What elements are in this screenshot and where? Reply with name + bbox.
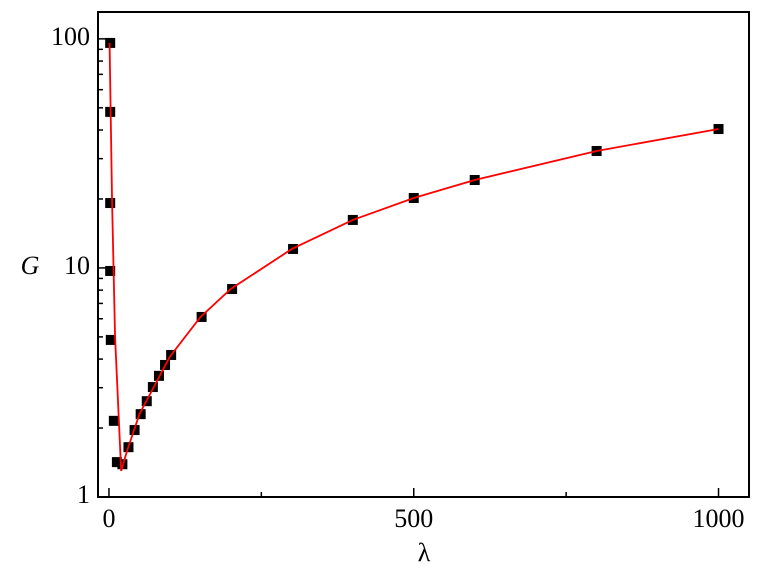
data-point	[108, 415, 119, 426]
y-tick-label: 1	[77, 480, 90, 509]
x-tick-label: 1000	[693, 504, 745, 533]
data-point	[105, 334, 116, 345]
data-point	[135, 409, 146, 420]
y-tick-label: 10	[64, 251, 90, 280]
data-point	[105, 198, 116, 209]
x-axis-label: λ	[418, 538, 431, 567]
data-point	[105, 265, 116, 276]
y-axis-label: G	[21, 251, 40, 280]
data-point	[111, 457, 122, 468]
x-tick-label: 0	[102, 504, 115, 533]
plot-frame	[97, 11, 750, 498]
x-tick-label: 500	[394, 504, 433, 533]
fit-line	[108, 42, 719, 472]
y-tick-label: 100	[51, 22, 90, 51]
